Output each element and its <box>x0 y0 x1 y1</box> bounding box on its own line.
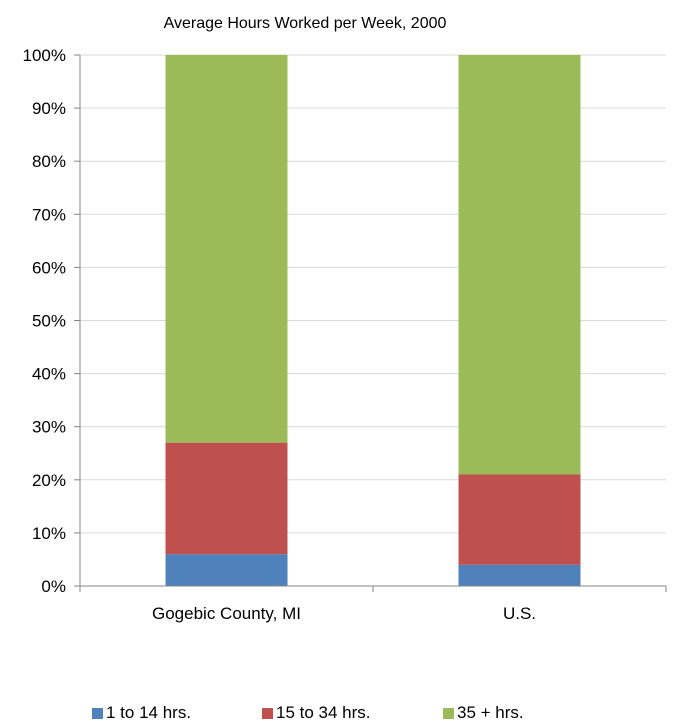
y-tick-label: 60% <box>32 258 66 277</box>
y-tick-label: 20% <box>32 471 66 490</box>
bar-segment <box>165 554 288 586</box>
bar-segment <box>458 474 581 565</box>
y-tick-label: 70% <box>32 205 66 224</box>
legend-swatch <box>262 708 273 719</box>
bar-segment <box>458 55 581 475</box>
y-tick-label: 30% <box>32 418 66 437</box>
legend-item: 1 to 14 hrs. <box>92 703 191 722</box>
y-tick-label: 100% <box>23 46 66 65</box>
y-tick-label: 40% <box>32 365 66 384</box>
bar-segment <box>458 564 581 586</box>
y-tick-label: 80% <box>32 152 66 171</box>
bar-segment <box>165 442 288 555</box>
legend-label: 1 to 14 hrs. <box>106 703 191 722</box>
legend-label: 15 to 34 hrs. <box>276 703 371 722</box>
bars <box>165 55 581 586</box>
legend-item: 15 to 34 hrs. <box>262 703 371 722</box>
legend-label: 35 + hrs. <box>457 703 524 722</box>
chart-title: Average Hours Worked per Week, 2000 <box>164 15 447 32</box>
x-tick-labels: Gogebic County, MI U.S. <box>152 604 536 623</box>
y-tick-label: 10% <box>32 524 66 543</box>
legend: 1 to 14 hrs. 15 to 34 hrs. 35 + hrs. <box>92 703 524 722</box>
legend-swatch <box>443 708 454 719</box>
bar-segment <box>165 55 288 443</box>
y-tick-label: 50% <box>32 312 66 331</box>
x-tick-label: Gogebic County, MI <box>152 604 301 623</box>
y-tick-label: 90% <box>32 99 66 118</box>
y-tick-label: 0% <box>41 577 66 596</box>
legend-swatch <box>92 708 103 719</box>
axes <box>74 54 667 592</box>
y-tick-labels: 0% 10% 20% 30% 40% 50% 60% 70% 80% 90% 100% <box>23 46 66 596</box>
x-tick-label: U.S. <box>503 604 536 623</box>
legend-item: 35 + hrs. <box>443 703 524 722</box>
